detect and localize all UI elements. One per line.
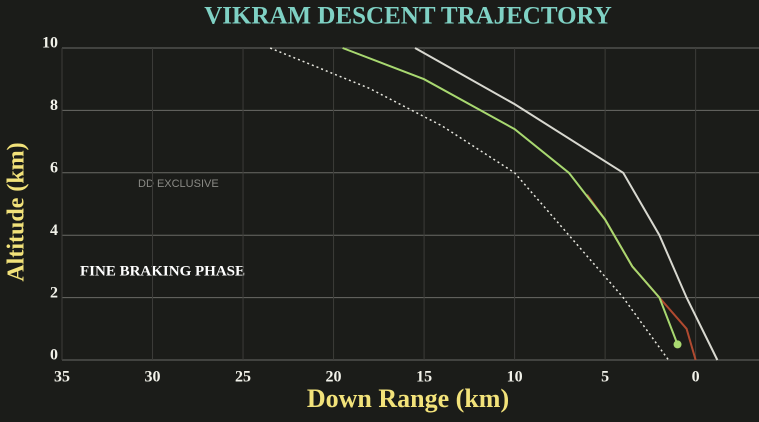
x-tick-label: 35 <box>54 369 70 386</box>
x-tick-label: 25 <box>235 369 251 386</box>
y-tick-label: 6 <box>50 159 58 176</box>
y-tick-label: 4 <box>50 222 58 239</box>
y-tick-label: 10 <box>42 35 58 52</box>
chart-title: VIKRAM DESCENT TRAJECTORY <box>204 3 612 30</box>
series-line <box>269 47 670 361</box>
x-tick-label: 20 <box>326 369 342 386</box>
end-marker <box>673 340 682 349</box>
x-tick-label: 30 <box>145 369 161 386</box>
y-tick-label: 8 <box>50 97 58 114</box>
x-tick-label: 10 <box>507 369 523 386</box>
x-tick-label: 5 <box>601 369 609 386</box>
watermark: DD EXCLUSIVE <box>138 178 219 190</box>
x-tick-label: 15 <box>416 369 432 386</box>
x-tick-label: 0 <box>692 369 700 386</box>
y-axis-label: Altitude (km) <box>4 142 30 281</box>
y-tick-label: 2 <box>50 284 58 301</box>
x-axis-label: Down Range (km) <box>307 384 509 413</box>
series-line <box>414 47 719 361</box>
y-tick-label: 0 <box>50 347 58 364</box>
series-line <box>342 47 679 345</box>
annotation: FINE BRAKING PHASE <box>80 263 245 279</box>
